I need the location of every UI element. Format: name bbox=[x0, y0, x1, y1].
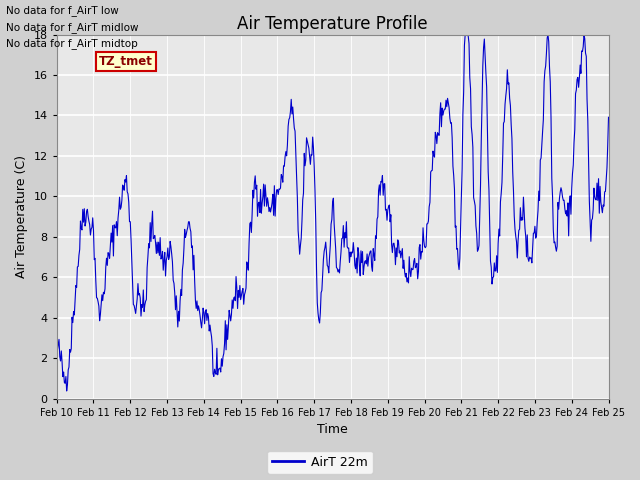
X-axis label: Time: Time bbox=[317, 423, 348, 436]
Text: No data for f_AirT midtop: No data for f_AirT midtop bbox=[6, 38, 138, 49]
Y-axis label: Air Temperature (C): Air Temperature (C) bbox=[15, 155, 28, 278]
Text: No data for f_AirT midlow: No data for f_AirT midlow bbox=[6, 22, 139, 33]
Text: TZ_tmet: TZ_tmet bbox=[99, 55, 153, 68]
Title: Air Temperature Profile: Air Temperature Profile bbox=[237, 15, 428, 33]
Legend: AirT 22m: AirT 22m bbox=[268, 451, 372, 474]
Text: No data for f_AirT low: No data for f_AirT low bbox=[6, 5, 119, 16]
